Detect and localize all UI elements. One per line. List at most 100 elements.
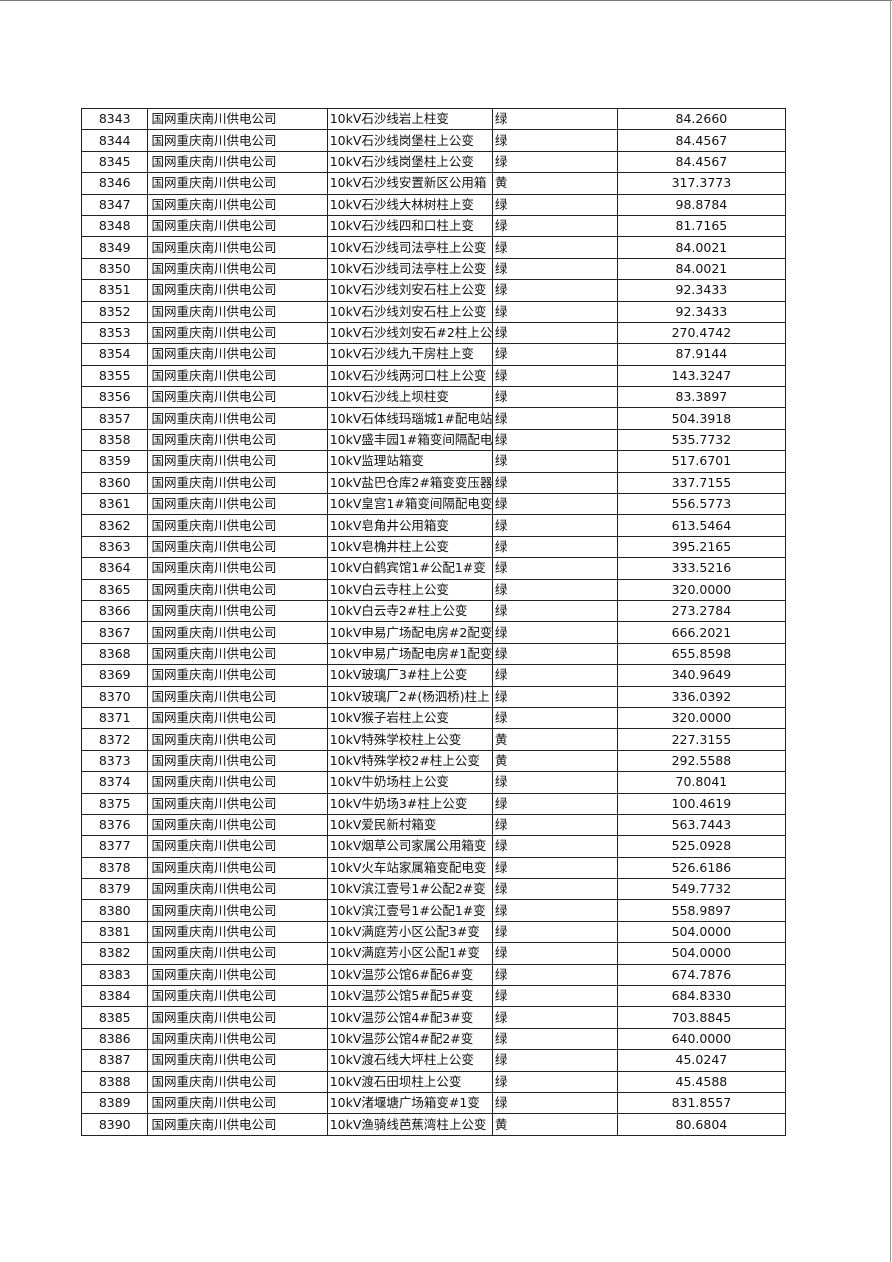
company-cell: 国网重庆南川供电公司 <box>147 1070 328 1093</box>
value-cell: 504.0000 <box>616 920 787 944</box>
company-cell: 国网重庆南川供电公司 <box>147 214 328 238</box>
table-row: 8372 国网重庆南川供电公司 10kV特殊学校柱上公变黄 227.3155 <box>80 728 787 751</box>
status-color-cell: 绿 <box>491 386 618 409</box>
status-color-cell: 绿 <box>491 150 618 174</box>
table-row: 8362 国网重庆南川供电公司 10kV皂角井公用箱变绿 613.5464 <box>80 514 787 537</box>
status-color-cell: 黄 <box>491 1113 618 1136</box>
company-cell: 国网重庆南川供电公司 <box>147 813 328 837</box>
row-number-cell: 8372 <box>80 728 149 751</box>
status-color-cell: 绿 <box>491 321 618 345</box>
row-number-cell: 8370 <box>80 685 149 708</box>
status-color-cell: 绿 <box>491 1049 618 1072</box>
company-cell: 国网重庆南川供电公司 <box>147 150 328 174</box>
transformer-name-cell: 10kV滨江壹号1#公配1#变 <box>326 899 493 922</box>
company-cell: 国网重庆南川供电公司 <box>147 514 328 537</box>
transformer-name-cell: 10kV渚堰塘广场箱变#1变 <box>326 1091 493 1115</box>
status-color-cell: 绿 <box>491 107 618 131</box>
transformer-name-cell: 10kV渡石线大坪柱上公变 <box>326 1049 493 1072</box>
table-row: 8359 国网重庆南川供电公司 10kV监理站箱变绿 517.6701 <box>80 450 787 473</box>
table-row: 8374 国网重庆南川供电公司 10kV牛奶场柱上公变绿 70.8041 <box>80 771 787 794</box>
company-cell: 国网重庆南川供电公司 <box>147 407 328 430</box>
transformer-name-cell: 10kV皇宫1#箱变间隔配电变 <box>326 493 493 516</box>
value-cell: 831.8557 <box>616 1091 787 1115</box>
table-row: 8377 国网重庆南川供电公司 10kV烟草公司家属公用箱变绿 525.0928 <box>80 835 787 858</box>
row-number-cell: 8374 <box>80 771 149 794</box>
table-row: 8371 国网重庆南川供电公司 10kV猴子岩柱上公变绿 320.0000 <box>80 706 787 730</box>
table-row: 8383 国网重庆南川供电公司 10kV温莎公馆6#配6#变绿 674.7876 <box>80 963 787 987</box>
company-cell: 国网重庆南川供电公司 <box>147 835 328 858</box>
company-cell: 国网重庆南川供电公司 <box>147 985 328 1008</box>
value-cell: 556.5773 <box>616 493 787 516</box>
status-color-cell: 绿 <box>491 899 618 922</box>
table-row: 8360 国网重庆南川供电公司 10kV盐巴仓库2#箱变变压器绿 337.7155 <box>80 471 787 495</box>
table-row: 8361 国网重庆南川供电公司 10kV皇宫1#箱变间隔配电变绿 556.5773 <box>80 493 787 516</box>
value-cell: 100.4619 <box>616 792 787 815</box>
status-color-cell: 绿 <box>491 706 618 730</box>
transformer-name-cell: 10kV皂桷井柱上公变 <box>326 535 493 559</box>
company-cell: 国网重庆南川供电公司 <box>147 1027 328 1051</box>
row-number-cell: 8358 <box>80 428 149 452</box>
transformer-name-cell: 10kV牛奶场3#柱上公变 <box>326 792 493 815</box>
status-color-cell: 绿 <box>491 364 618 388</box>
transformer-name-cell: 10kV石体线玛瑙城1#配电站 <box>326 407 493 430</box>
status-color-cell: 绿 <box>491 1027 618 1051</box>
transformer-name-cell: 10kV渡石田坝柱上公变 <box>326 1070 493 1093</box>
company-cell: 国网重庆南川供电公司 <box>147 1006 328 1029</box>
value-cell: 84.0021 <box>616 257 787 281</box>
status-color-cell: 绿 <box>491 963 618 987</box>
row-number-cell: 8387 <box>80 1049 149 1072</box>
company-cell: 国网重庆南川供电公司 <box>147 878 328 901</box>
table-row: 8375 国网重庆南川供电公司 10kV牛奶场3#柱上公变绿 100.4619 <box>80 792 787 815</box>
company-cell: 国网重庆南川供电公司 <box>147 493 328 516</box>
transformer-name-cell: 10kV石沙线四和口柱上变 <box>326 214 493 238</box>
row-number-cell: 8354 <box>80 343 149 366</box>
value-cell: 526.6186 <box>616 856 787 880</box>
table-row: 8368 国网重庆南川供电公司 10kV申易广场配电房#1配变绿 655.8598 <box>80 642 787 666</box>
table-row: 8348 国网重庆南川供电公司 10kV石沙线四和口柱上变绿 81.7165 <box>80 214 787 238</box>
transformer-name-cell: 10kV石沙线刘安石柱上公变 <box>326 279 493 302</box>
status-color-cell: 黄 <box>491 749 618 773</box>
company-cell: 国网重庆南川供电公司 <box>147 107 328 131</box>
company-cell: 国网重庆南川供电公司 <box>147 535 328 559</box>
value-cell: 98.8784 <box>616 193 787 216</box>
company-cell: 国网重庆南川供电公司 <box>147 300 328 323</box>
status-color-cell: 绿 <box>491 471 618 495</box>
transformer-name-cell: 10kV爱民新村箱变 <box>326 813 493 837</box>
row-number-cell: 8388 <box>80 1070 149 1093</box>
status-color-cell: 绿 <box>491 771 618 794</box>
status-color-cell: 绿 <box>491 642 618 666</box>
status-color-cell: 绿 <box>491 514 618 537</box>
table-row: 8376 国网重庆南川供电公司 10kV爱民新村箱变绿 563.7443 <box>80 813 787 837</box>
status-color-cell: 绿 <box>491 599 618 623</box>
value-cell: 320.0000 <box>616 578 787 601</box>
value-cell: 45.0247 <box>616 1049 787 1072</box>
table-row: 8347 国网重庆南川供电公司 10kV石沙线大林树柱上变绿 98.8784 <box>80 193 787 216</box>
status-color-cell: 绿 <box>491 343 618 366</box>
company-cell: 国网重庆南川供电公司 <box>147 193 328 216</box>
company-cell: 国网重庆南川供电公司 <box>147 706 328 730</box>
company-cell: 国网重庆南川供电公司 <box>147 1113 328 1136</box>
value-cell: 92.3433 <box>616 300 787 323</box>
transformer-name-cell: 10kV特殊学校柱上公变 <box>326 728 493 751</box>
row-number-cell: 8383 <box>80 963 149 987</box>
value-cell: 270.4742 <box>616 321 787 345</box>
table-row: 8344 国网重庆南川供电公司 10kV石沙线岗堡柱上公变绿 84.4567 <box>80 129 787 152</box>
page-right-edge <box>890 0 891 1262</box>
transformer-name-cell: 10kV石沙线安置新区公用箱 <box>326 172 493 195</box>
transformer-name-cell: 10kV火车站家属箱变配电变 <box>326 856 493 880</box>
table-row: 8346 国网重庆南川供电公司 10kV石沙线安置新区公用箱黄 317.3773 <box>80 172 787 195</box>
table-row: 8382 国网重庆南川供电公司 10kV满庭芳小区公配1#变绿 504.0000 <box>80 942 787 965</box>
transformer-name-cell: 10kV申易广场配电房#2配变 <box>326 621 493 644</box>
company-cell: 国网重庆南川供电公司 <box>147 856 328 880</box>
status-color-cell: 绿 <box>491 685 618 708</box>
value-cell: 558.9897 <box>616 899 787 922</box>
status-color-cell: 绿 <box>491 792 618 815</box>
row-number-cell: 8389 <box>80 1091 149 1115</box>
company-cell: 国网重庆南川供电公司 <box>147 279 328 302</box>
value-cell: 320.0000 <box>616 706 787 730</box>
table-row: 8367 国网重庆南川供电公司 10kV申易广场配电房#2配变绿 666.2021 <box>80 621 787 644</box>
company-cell: 国网重庆南川供电公司 <box>147 172 328 195</box>
table-row: 8378 国网重庆南川供电公司 10kV火车站家属箱变配电变绿 526.6186 <box>80 856 787 880</box>
transformer-name-cell: 10kV烟草公司家属公用箱变 <box>326 835 493 858</box>
value-cell: 504.0000 <box>616 942 787 965</box>
